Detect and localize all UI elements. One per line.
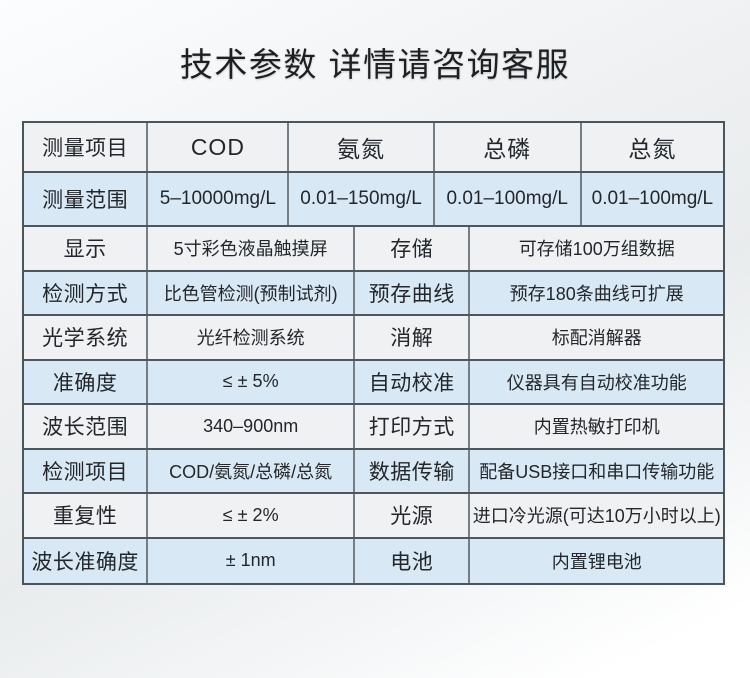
spec-row: 检测项目 COD/氨氮/总磷/总氮 数据传输 配备USB接口和串口传输功能 — [24, 449, 723, 494]
value-cell-phosphorus-range: 0.01–100mg/L — [435, 173, 582, 225]
label-cell-left: 检测方式 — [24, 271, 149, 314]
value-cell-left: COD/氨氮/总磷/总氮 — [148, 449, 356, 492]
label-cell-right: 存储 — [355, 227, 471, 270]
value-cell-right: 进口冷光源(可达10万小时以上) — [472, 506, 721, 527]
header-cell-total-phosphorus: 总磷 — [435, 123, 582, 171]
label-cell-left: 波长准确度 — [24, 538, 149, 583]
value-cell-right: 标配消解器 — [551, 328, 642, 349]
value-cell-left: 比色管检测(预制试剂) — [148, 271, 356, 314]
label-cell-right: 电池 — [355, 538, 471, 583]
label-cell-right: 打印方式 — [355, 405, 471, 448]
value-cell-right: 仪器具有自动校准功能 — [506, 372, 687, 393]
label-cell-left: 波长范围 — [24, 405, 149, 448]
label-cell-measure-range: 测量范围 — [24, 173, 149, 225]
label-cell-left: 检测项目 — [24, 449, 149, 492]
measure-range-row: 测量范围 5–10000mg/L 0.01–150mg/L 0.01–100mg… — [24, 173, 723, 227]
value-cell-ammonia-range: 0.01–150mg/L — [289, 173, 435, 225]
label-cell-left: 显示 — [24, 227, 149, 270]
value-cell-left: ± 1nm — [148, 538, 356, 583]
label-cell-measure-items: 测量项目 — [24, 123, 149, 171]
label-cell-right: 预存曲线 — [355, 271, 471, 314]
label-cell-left: 准确度 — [24, 360, 149, 403]
value-cell-right: 可存储100万组数据 — [518, 239, 675, 260]
value-cell-nitrogen-range: 0.01–100mg/L — [591, 188, 714, 209]
value-cell-left: 340–900nm — [148, 405, 356, 448]
header-cell-cod: COD — [148, 123, 290, 171]
header-cell-ammonia-nitrogen: 氨氮 — [289, 123, 435, 171]
measure-items-row: 测量项目 COD 氨氮 总磷 总氮 — [24, 123, 723, 173]
value-cell-left: 光纤检测系统 — [148, 316, 356, 359]
value-cell-left: ≤ ± 2% — [148, 494, 356, 537]
header-cell-total-nitrogen: 总氮 — [628, 136, 677, 162]
label-cell-right: 自动校准 — [355, 360, 471, 403]
spec-row: 准确度 ≤ ± 5% 自动校准 仪器具有自动校准功能 — [24, 360, 723, 405]
label-cell-right: 数据传输 — [355, 449, 471, 492]
value-cell-left: ≤ ± 5% — [148, 360, 356, 403]
spec-row: 波长范围 340–900nm 打印方式 内置热敏打印机 — [24, 405, 723, 450]
label-cell-left: 光学系统 — [24, 316, 149, 359]
spec-row: 检测方式 比色管检测(预制试剂) 预存曲线 预存180条曲线可扩展 — [24, 271, 723, 316]
spec-row: 重复性 ≤ ± 2% 光源 进口冷光源(可达10万小时以上) — [24, 494, 723, 539]
value-cell-cod-range: 5–10000mg/L — [148, 173, 290, 225]
spec-row: 光学系统 光纤检测系统 消解 标配消解器 — [24, 316, 723, 361]
label-cell-right: 光源 — [355, 494, 471, 537]
value-cell-right: 预存180条曲线可扩展 — [509, 283, 684, 304]
value-cell-right: 内置热敏打印机 — [533, 417, 660, 438]
spec-row: 波长准确度 ± 1nm 电池 内置锂电池 — [24, 538, 723, 583]
spec-row: 显示 5寸彩色液晶触摸屏 存储 可存储100万组数据 — [24, 227, 723, 272]
value-cell-left: 5寸彩色液晶触摸屏 — [148, 227, 356, 270]
value-cell-right: 内置锂电池 — [551, 551, 642, 572]
value-cell-right: 配备USB接口和串口传输功能 — [479, 461, 715, 482]
label-cell-right: 消解 — [355, 316, 471, 359]
page-title: 技术参数 详情请咨询客服 — [179, 46, 571, 83]
spec-table: 测量项目 COD 氨氮 总磷 总氮 测量范围 5–10000mg/L 0.01–… — [22, 121, 725, 585]
label-cell-left: 重复性 — [24, 494, 149, 537]
